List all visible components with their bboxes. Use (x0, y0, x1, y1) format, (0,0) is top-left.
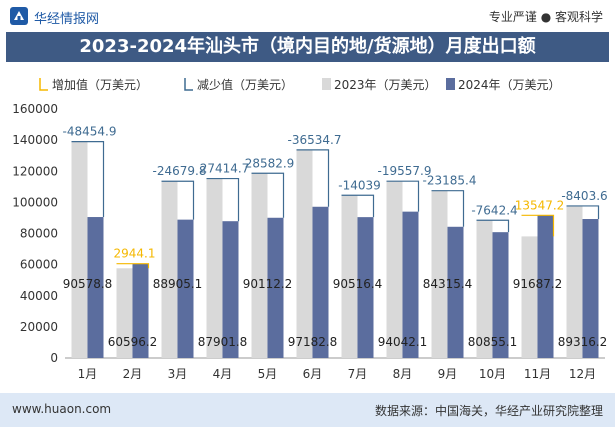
value-label-2024: 97182.8 (288, 335, 338, 349)
x-tick-label: 10月 (479, 367, 506, 381)
decrease-value-label: -36534.7 (288, 133, 342, 147)
legend-label-decrease: 减少值（万美元） (197, 77, 293, 92)
data-source: 数据来源：中国海关，华经产业研究院整理 (374, 404, 603, 418)
value-label-2024: 90112.2 (243, 277, 293, 291)
bar-2023 (161, 181, 178, 358)
top-bar: 华经情报网 专业严谨 ● 客观科学 (0, 0, 615, 30)
decrease-bracket (161, 180, 195, 220)
bar-2023 (116, 268, 133, 358)
decrease-bracket (71, 141, 105, 218)
x-tick-label: 6月 (303, 367, 323, 381)
x-tick-label: 3月 (168, 367, 188, 381)
footer-url[interactable]: www.huaon.com (12, 402, 112, 416)
value-label-2024: 89316.2 (558, 335, 608, 349)
bar-2023 (566, 205, 583, 358)
legend-swatch-bar_2023 (322, 78, 331, 90)
bar-2024 (357, 217, 374, 358)
bar-2024 (132, 263, 149, 358)
legend-label-bar_2024: 2024年（万美元） (458, 78, 561, 92)
value-label-2024: 60596.2 (108, 335, 158, 349)
x-tick-label: 5月 (258, 367, 278, 381)
increase-value-label: 13547.2 (515, 198, 565, 212)
legend-label-bar_2023: 2023年（万美元） (334, 78, 437, 92)
bar-2024 (492, 232, 509, 358)
value-label-2024: 84315.4 (423, 277, 473, 291)
y-tick-label: 0 (50, 351, 58, 365)
bar-2023 (521, 236, 538, 358)
x-tick-label: 7月 (348, 367, 368, 381)
value-label-2024: 91687.2 (513, 277, 563, 291)
y-tick-label: 140000 (12, 133, 58, 147)
decrease-value-label: 27414.7 (200, 162, 250, 176)
decrease-bracket (341, 194, 375, 218)
bar-2024 (402, 211, 419, 358)
legend-swatch-increase (39, 78, 48, 91)
bar-2023 (386, 181, 403, 358)
legend-label-increase: 增加值（万美元） (52, 77, 148, 92)
decrease-value-label: -24679.8 (153, 164, 207, 178)
x-tick-label: 2月 (123, 367, 143, 381)
value-label-2024: 80855.1 (468, 335, 518, 349)
bar-2024 (87, 217, 104, 358)
increase-bracket (116, 263, 150, 269)
bar-2023 (476, 220, 493, 358)
y-tick-label: 20000 (20, 320, 58, 334)
decrease-value-label: -48454.9 (63, 125, 117, 139)
x-tick-label: 1月 (78, 367, 98, 381)
decrease-value-label: -14039 (338, 178, 381, 192)
footer-bar: www.huaon.com 数据来源：中国海关，华经产业研究院整理 (0, 393, 615, 427)
decrease-bracket (206, 177, 240, 222)
decrease-bracket (431, 190, 465, 227)
bar-2024 (177, 219, 194, 358)
bar-2024 (312, 206, 329, 358)
y-tick-label: 160000 (12, 102, 58, 116)
value-label-2024: 88905.1 (153, 277, 203, 291)
legend-swatch-bar_2024 (446, 78, 455, 90)
brand-name: 华经情报网 (34, 12, 100, 27)
decrease-value-label: -23185.4 (423, 174, 477, 188)
huajing-logo-icon (10, 7, 28, 25)
y-tick-label: 40000 (20, 289, 58, 303)
value-label-2024: 90578.8 (63, 277, 113, 291)
x-tick-label: 9月 (438, 367, 458, 381)
x-tick-label: 12月 (569, 367, 596, 381)
y-tick-label: 60000 (20, 258, 58, 272)
decrease-value-label: -7642.4 (471, 203, 517, 217)
increase-bracket (521, 214, 555, 237)
decrease-value-label: 28582.9 (245, 156, 295, 170)
bar-2023 (206, 178, 223, 358)
bar-2024 (582, 219, 599, 358)
bar-2023 (251, 173, 268, 358)
bar-2024 (222, 221, 239, 358)
decrease-value-label: -19557.9 (378, 164, 432, 178)
value-label-2024: 94042.1 (378, 335, 428, 349)
increase-value-label: 2944.1 (114, 247, 156, 261)
bar-2023 (431, 190, 448, 358)
x-tick-label: 11月 (524, 367, 551, 381)
x-tick-label: 4月 (213, 367, 233, 381)
bar-2024 (447, 226, 464, 358)
y-tick-label: 120000 (12, 164, 58, 178)
legend-swatch-decrease (184, 78, 193, 91)
decrease-bracket (476, 219, 510, 233)
value-label-2024: 90516.4 (333, 277, 383, 291)
decrease-bracket (566, 205, 600, 220)
decrease-bracket (296, 149, 330, 207)
bar-2023 (296, 149, 313, 358)
decrease-bracket (251, 172, 285, 218)
decrease-value-label: -8403.6 (561, 189, 607, 203)
x-tick-label: 8月 (393, 367, 413, 381)
bar-2024 (537, 215, 554, 358)
bar-2023 (341, 195, 358, 358)
bar-2024 (267, 217, 284, 358)
slogan: 专业严谨 ● 客观科学 (488, 10, 603, 24)
y-tick-label: 100000 (12, 195, 58, 209)
y-tick-label: 80000 (20, 227, 58, 241)
chart-title: 2023-2024年汕头市（境内目的地/货源地）月度出口额 (6, 32, 609, 62)
bar-chart: 增加值（万美元） 减少值（万美元） 2023年（万美元） 2024年（万美元） 0 200… (12, 77, 608, 381)
decrease-bracket (386, 180, 420, 212)
bar-2023 (71, 141, 88, 358)
value-label-2024: 87901.8 (198, 335, 248, 349)
